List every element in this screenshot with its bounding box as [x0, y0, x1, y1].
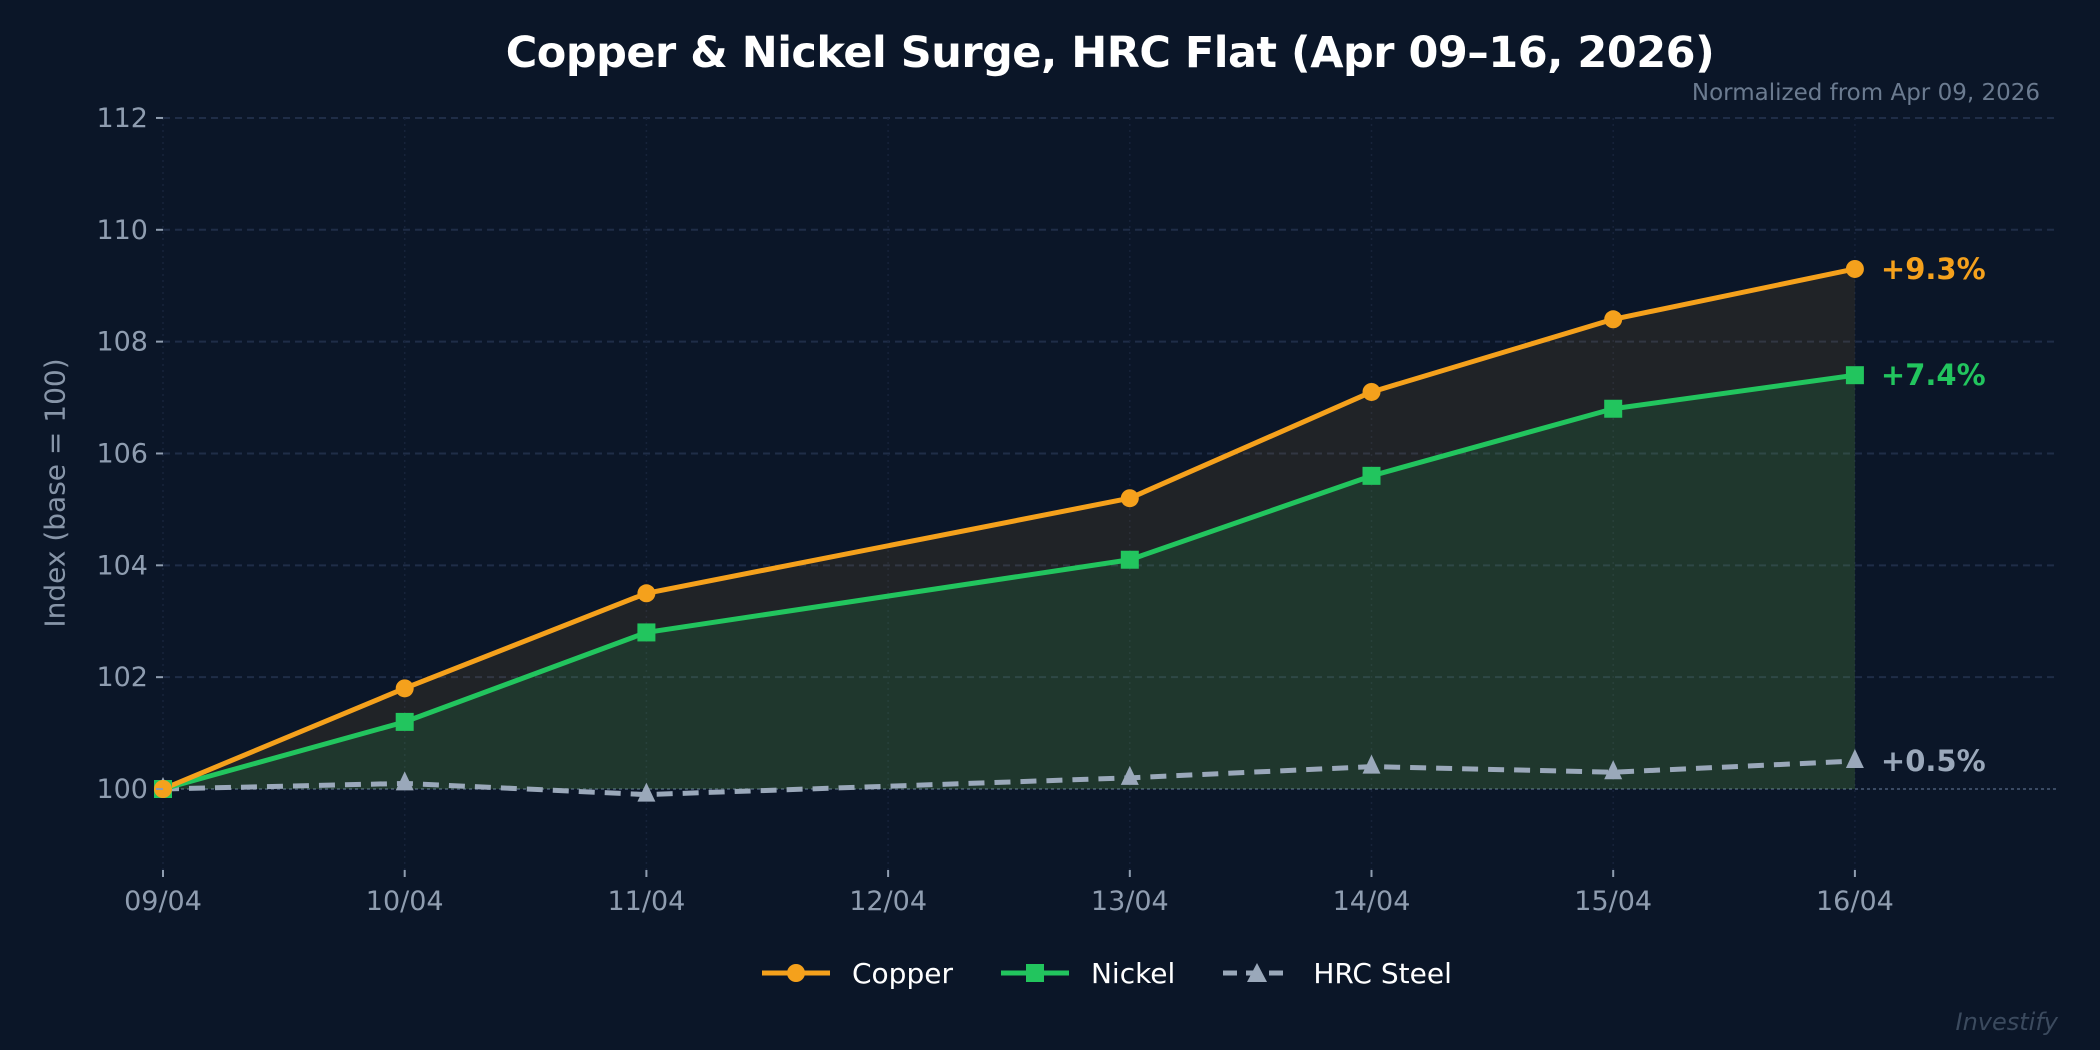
legend-item-copper[interactable]: Copper: [760, 957, 953, 990]
legend-label: Nickel: [1090, 956, 1176, 990]
series-markers: [154, 259, 1864, 802]
x-tick-label: 10/04: [366, 886, 444, 917]
x-tick-label: 13/04: [1091, 886, 1169, 917]
legend-item-nickel[interactable]: Nickel: [999, 957, 1175, 990]
end-labels: +9.3% +7.4% +0.5%: [1881, 252, 1986, 778]
area-fills: [163, 268, 1855, 790]
end-label: +9.3%: [1881, 252, 1986, 286]
chart-title: Copper & Nickel Surge, HRC Flat (Apr 09–…: [505, 28, 1715, 78]
y-tick-label: 102: [96, 662, 148, 693]
data-point[interactable]: [395, 712, 414, 731]
data-point[interactable]: [1845, 259, 1864, 278]
data-point[interactable]: [637, 584, 656, 603]
legend-label: HRC Steel: [1313, 956, 1452, 990]
data-point[interactable]: [1604, 310, 1623, 329]
legend-item-hrc-steel[interactable]: HRC Steel: [1221, 957, 1452, 990]
data-point[interactable]: [1120, 489, 1139, 508]
data-point[interactable]: [1120, 765, 1139, 785]
data-point[interactable]: [637, 782, 656, 802]
y-tick-label: 112: [96, 103, 148, 134]
legend: Copper Nickel HRC Steel: [760, 948, 1498, 998]
circle-marker-icon: [762, 964, 830, 982]
data-point[interactable]: [1604, 399, 1623, 418]
x-tick-label: 15/04: [1574, 886, 1652, 917]
y-tick-label: 100: [96, 774, 148, 805]
legend-label: Copper: [852, 956, 953, 990]
y-tick-label: 104: [96, 550, 148, 581]
x-tick-label: 09/04: [124, 886, 202, 917]
triangle-marker-icon: [1223, 963, 1292, 982]
data-point[interactable]: [1845, 366, 1864, 385]
x-tick-label: 12/04: [849, 886, 927, 917]
y-tick-label: 106: [96, 438, 148, 469]
axes: 100 102 104 106 108 110 112 09/04 10/04 11/04 12/0…: [96, 103, 1893, 917]
grid-lines: [162, 116, 2058, 870]
y-tick-label: 108: [96, 327, 148, 358]
data-point[interactable]: [1362, 382, 1381, 401]
end-label: +0.5%: [1881, 744, 1986, 778]
end-label: +7.4%: [1881, 358, 1986, 392]
data-point[interactable]: [395, 771, 414, 791]
y-tick-label: 110: [96, 215, 148, 246]
square-marker-icon: [1000, 964, 1069, 982]
data-point[interactable]: [1604, 760, 1623, 780]
data-point[interactable]: [1362, 466, 1381, 485]
watermark: Investify: [1955, 1008, 2059, 1036]
data-point[interactable]: [1120, 550, 1139, 569]
x-tick-label: 11/04: [607, 886, 685, 917]
data-point[interactable]: [1362, 754, 1381, 774]
chart-subtitle: Normalized from Apr 09, 2026: [1691, 80, 2040, 106]
x-tick-label: 16/04: [1816, 886, 1894, 917]
x-tick-label: 14/04: [1333, 886, 1411, 917]
area-fill-0: [163, 268, 1855, 790]
data-point[interactable]: [637, 623, 656, 642]
data-point[interactable]: [1845, 749, 1864, 769]
data-point[interactable]: [395, 679, 414, 698]
area-fill-1: [163, 375, 1855, 789]
